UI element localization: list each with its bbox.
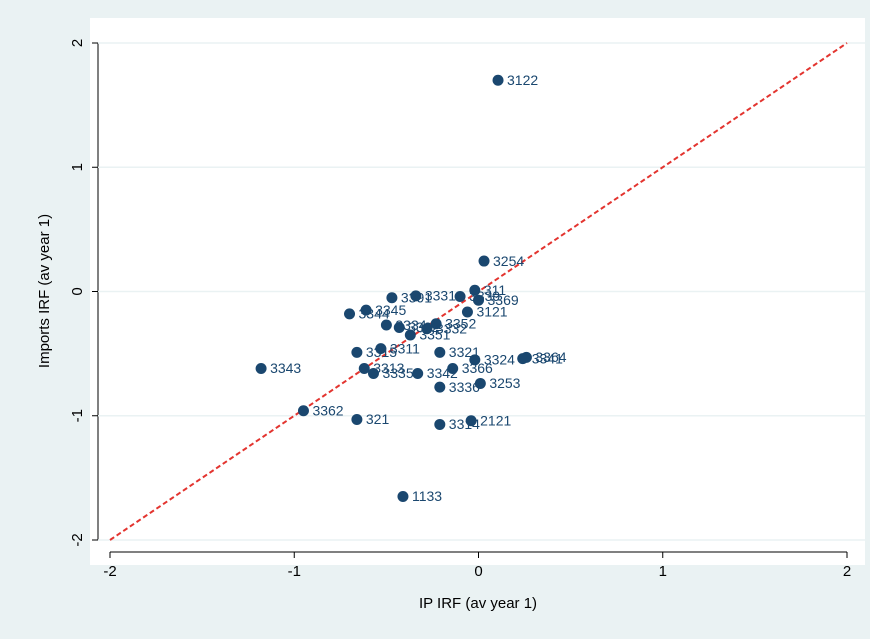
point (404, 329, 416, 341)
point (430, 318, 442, 330)
point-label: 2121 (480, 412, 511, 428)
point-label: 3364 (535, 349, 566, 365)
x-tick-label: 2 (843, 563, 851, 580)
y-tick-label: 1 (69, 163, 86, 171)
point-label: 3362 (312, 402, 343, 418)
point (375, 343, 387, 355)
point (469, 284, 481, 296)
point (358, 363, 370, 375)
point-label: 3342 (427, 365, 458, 381)
point-label: 3313 (373, 360, 404, 376)
point-label: 1133 (412, 488, 442, 504)
point-label: 3366 (462, 360, 493, 376)
point (255, 363, 267, 375)
point-label: 3332 (436, 320, 467, 336)
point (410, 290, 422, 302)
point-label: 3335 (382, 365, 413, 381)
point (469, 354, 481, 366)
point (393, 322, 405, 334)
point (412, 368, 424, 380)
point (473, 294, 484, 306)
y-axis-label: Imports IRF (av year 1) (36, 214, 53, 368)
y-tick-label: -1 (69, 409, 86, 422)
y-tick-label: 0 (69, 287, 86, 295)
point (434, 346, 446, 358)
point-label: 3322 (408, 319, 439, 335)
point-label: 3321 (449, 344, 480, 360)
point-label: 3336 (449, 379, 480, 395)
point (478, 255, 490, 267)
point (297, 405, 309, 417)
point-label: 3345 (375, 302, 406, 318)
point (461, 306, 473, 318)
point (447, 363, 459, 375)
point (351, 346, 363, 358)
point-label: 3391 (401, 289, 432, 305)
x-tick-label: 0 (474, 563, 482, 580)
x-tick-label: -2 (103, 563, 116, 580)
point-label: 3339 (469, 288, 500, 304)
point (434, 381, 446, 393)
point (492, 74, 504, 86)
point-label: 3352 (445, 316, 476, 332)
x-tick-label: 1 (659, 563, 667, 580)
point-label: 321 (366, 411, 390, 427)
point-label: 3121 (476, 304, 507, 320)
point-label: 3324 (484, 352, 515, 368)
point (465, 415, 477, 427)
point (421, 323, 433, 335)
point-label: 3254 (493, 253, 524, 269)
point (434, 418, 446, 430)
point (517, 353, 529, 365)
point (360, 304, 372, 316)
point-label: 3122 (507, 72, 538, 88)
point (397, 491, 409, 503)
point (474, 377, 486, 389)
point-label: 3341 (532, 350, 563, 366)
point (367, 368, 379, 380)
y-tick-label: -2 (69, 533, 86, 546)
y-tick-label: 2 (69, 39, 86, 47)
point (351, 413, 363, 425)
point (380, 319, 392, 331)
point-label: 3343 (270, 360, 301, 376)
point-label: 3331 (425, 288, 456, 304)
point-label: 3311 (390, 340, 420, 356)
point (344, 308, 356, 320)
x-axis-label: IP IRF (av year 1) (419, 595, 537, 612)
point (454, 290, 466, 302)
point (386, 292, 398, 304)
point-label: 3253 (489, 375, 520, 391)
x-tick-label: -1 (288, 563, 301, 580)
point-label: 3369 (488, 292, 519, 308)
point-label: 311 (484, 282, 507, 298)
